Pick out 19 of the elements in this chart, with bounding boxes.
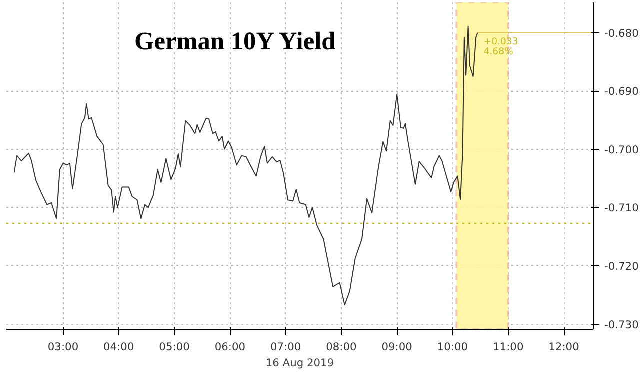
x-tick-label: 10:00	[437, 340, 468, 354]
x-tick-label: 06:00	[214, 340, 246, 354]
x-tick-label: 03:00	[48, 340, 79, 354]
x-tick-label: 04:00	[104, 340, 134, 354]
y-tick-label: -0.710	[604, 202, 640, 215]
x-tick-label: 08:00	[326, 340, 358, 354]
text: German 10Y Yield	[134, 28, 336, 56]
x-axis-title: 16 Aug 2019	[266, 356, 334, 370]
ref-line-label: -0.680	[604, 26, 640, 40]
y-tick-label: -0.730	[604, 318, 640, 332]
y-tick-label: -0.720	[604, 260, 640, 273]
line-series	[14, 26, 478, 306]
x-tick-label: 12:00	[548, 340, 580, 354]
x-tick-label: 09:00	[382, 340, 413, 354]
x-tick-label: 11:00	[493, 340, 524, 354]
x-tick-label: 05:00	[159, 340, 190, 354]
y-tick-label: -0.700	[604, 143, 640, 156]
y-tick-label: -0.690	[604, 85, 640, 98]
x-tick-label: 07:00	[270, 340, 302, 354]
